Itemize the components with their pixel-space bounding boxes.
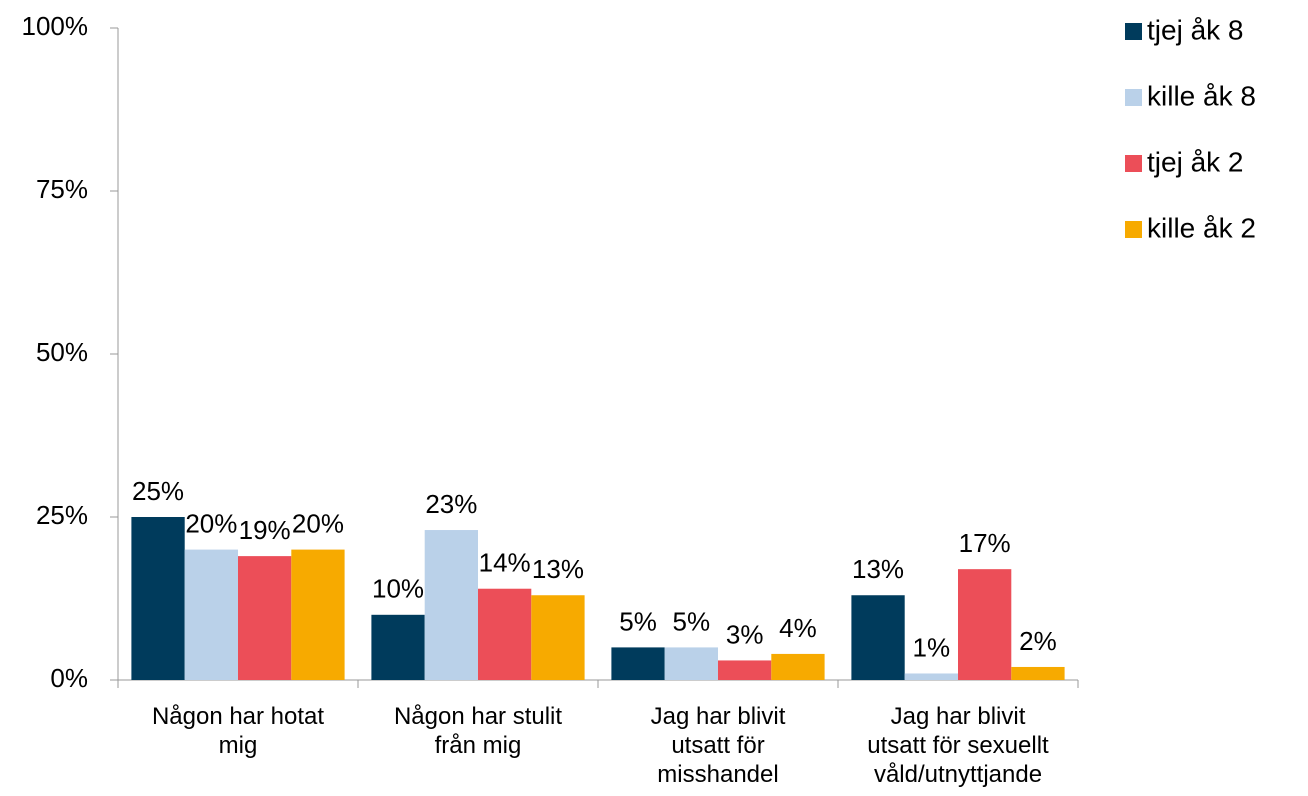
data-label: 20%	[185, 508, 237, 538]
data-label: 1%	[913, 632, 951, 662]
bar	[531, 595, 585, 680]
bar	[424, 530, 478, 680]
data-label: 13%	[532, 554, 584, 584]
legend-swatch	[1125, 155, 1142, 172]
data-label: 23%	[425, 489, 477, 519]
legend-swatch	[1125, 221, 1142, 238]
bar	[851, 595, 905, 680]
data-label: 4%	[779, 613, 817, 643]
bar	[478, 588, 532, 680]
x-tick-label: Jag har blivit utsatt för sexuellt våld/…	[867, 703, 1049, 788]
bar	[664, 647, 718, 680]
data-label: 20%	[292, 508, 344, 538]
y-tick-label: 75%	[36, 174, 88, 204]
data-label: 3%	[726, 619, 764, 649]
legend-label: kille åk 8	[1147, 80, 1256, 111]
data-label: 13%	[852, 554, 904, 584]
legend-label: tjej åk 2	[1147, 146, 1244, 177]
data-label: 10%	[372, 574, 424, 604]
data-label: 5%	[619, 606, 657, 636]
bar	[611, 647, 665, 680]
legend-swatch	[1125, 89, 1142, 106]
data-label: 25%	[132, 476, 184, 506]
legend-label: kille åk 2	[1147, 212, 1256, 243]
legend-swatch	[1125, 23, 1142, 40]
bar	[291, 549, 345, 680]
data-label: 17%	[959, 528, 1011, 558]
data-label: 14%	[479, 548, 531, 578]
bar	[958, 569, 1012, 680]
data-label: 19%	[239, 515, 291, 545]
y-tick-label: 50%	[36, 337, 88, 367]
legend-label: tjej åk 8	[1147, 14, 1244, 45]
bar	[131, 517, 185, 680]
bar	[371, 614, 425, 680]
y-tick-label: 0%	[50, 663, 88, 693]
y-tick-label: 25%	[36, 500, 88, 530]
data-label: 5%	[673, 606, 711, 636]
bar	[184, 549, 238, 680]
x-tick-label: Någon har stulit från mig	[393, 703, 563, 759]
data-label: 2%	[1019, 626, 1057, 656]
bar	[1011, 666, 1065, 680]
bar	[904, 673, 958, 680]
x-tick-label: Någon har hotat mig	[151, 703, 325, 759]
bar	[771, 653, 825, 680]
bar	[238, 556, 292, 680]
y-tick-label: 100%	[22, 11, 89, 41]
bar	[718, 660, 772, 680]
x-tick-label: Jag har blivit utsatt för misshandel	[650, 703, 786, 788]
